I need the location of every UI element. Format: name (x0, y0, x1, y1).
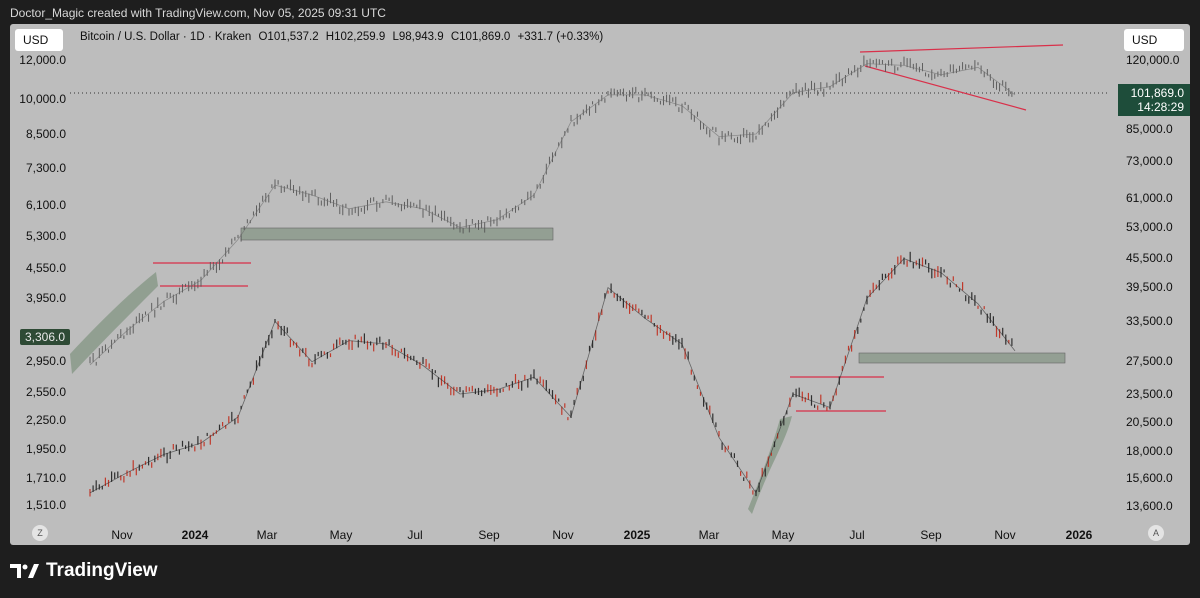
last-price: 101,869.0 (1130, 86, 1184, 100)
right-axis-tick-label: 45,500.0 (1126, 251, 1173, 265)
time-axis-label: Nov (111, 528, 133, 542)
low-value: L98,943.9 (392, 31, 444, 43)
price-chart[interactable] (10, 24, 1190, 545)
left-axis-tick-label: 12,000.0 (19, 53, 66, 67)
time-axis-label: Jul (407, 528, 423, 542)
right-axis-tick-label: 27,500.0 (1126, 354, 1173, 368)
right-axis-tick-label: 120,000.0 (1126, 53, 1180, 67)
right-axis-tick-label: 15,600.0 (1126, 471, 1173, 485)
time-axis-label: May (329, 528, 353, 542)
high-value: H102,259.9 (325, 31, 386, 43)
open-value: O101,537.2 (258, 31, 319, 43)
series-line-overlay (89, 63, 1016, 366)
right-axis-tick-label: 20,500.0 (1126, 415, 1173, 429)
left-axis-tick-label: 5,300.0 (25, 229, 66, 243)
bar-countdown: 14:28:29 (1137, 100, 1184, 114)
left-axis-tick-label: 6,100.0 (25, 198, 66, 212)
left-axis-tick-label: 8,500.0 (25, 127, 66, 141)
time-axis-label: Mar (698, 528, 720, 542)
time-axis-label: Sep (478, 528, 500, 542)
left-axis-tick-label: 1,510.0 (25, 498, 66, 512)
right-axis-tick-label: 73,000.0 (1126, 154, 1173, 168)
zoom-reset-button[interactable]: Z (32, 525, 48, 541)
chart-panel[interactable]: USD USD Bitcoin / U.S. Dollar · 1D · Kra… (10, 24, 1190, 545)
right-axis-tick-label: 85,000.0 (1126, 122, 1173, 136)
right-axis-tick-label: 33,500.0 (1126, 314, 1173, 328)
support-zone-lower (858, 352, 1066, 364)
currency-selector-right[interactable]: USD (1124, 29, 1184, 51)
time-axis-label: Mar (256, 528, 278, 542)
left-axis-tick-label: 7,300.0 (25, 161, 66, 175)
left-axis-tick-label: 3,950.0 (25, 291, 66, 305)
right-axis-tick-label: 61,000.0 (1126, 191, 1173, 205)
wedge-upper-trendline (859, 44, 1064, 53)
symbol-name[interactable]: Bitcoin / U.S. Dollar · 1D · Kraken (80, 31, 252, 43)
left-axis-tick-label: 2,550.0 (25, 385, 66, 399)
currency-selector-left[interactable]: USD (15, 29, 63, 51)
left-axis-tick-label: 1,710.0 (25, 471, 66, 485)
change-value: +331.7 (+0.33%) (517, 31, 604, 43)
right-axis-tick-label: 23,500.0 (1126, 387, 1173, 401)
right-axis-tick-label: 18,000.0 (1126, 444, 1173, 458)
series-line-usd (89, 258, 1016, 494)
left-axis-tick-label: 1,950.0 (25, 442, 66, 456)
last-price-tag: 101,869.0 14:28:29 (1118, 84, 1190, 116)
impulse-highlight-right (748, 416, 792, 514)
time-axis-label: 2024 (181, 528, 209, 542)
tradingview-logo: TradingView (10, 560, 158, 582)
wedge-lower-trendline (864, 65, 1027, 111)
impulse-highlight-left (70, 272, 158, 374)
left-axis-price-tag: 3,306.0 (20, 329, 71, 345)
auto-scale-button[interactable]: A (1148, 525, 1164, 541)
left-axis-tick-label: 2,950.0 (25, 354, 66, 368)
right-axis-tick-label: 53,000.0 (1126, 220, 1173, 234)
left-axis-tick-label: 10,000.0 (19, 92, 66, 106)
chart-caption: Doctor_Magic created with TradingView.co… (10, 6, 386, 20)
time-axis-label: 2025 (623, 528, 651, 542)
time-axis-label: Jul (849, 528, 865, 542)
support-zone-upper (240, 227, 554, 241)
time-axis-label: Nov (994, 528, 1016, 542)
time-axis-label: Nov (552, 528, 574, 542)
time-axis-label: Sep (920, 528, 942, 542)
tradingview-logo-icon (10, 564, 39, 578)
left-axis-tick-label: 4,550.0 (25, 261, 66, 275)
ohlc-legend: Bitcoin / U.S. Dollar · 1D · Kraken O101… (80, 31, 607, 43)
right-axis-tick-label: 13,600.0 (1126, 499, 1173, 513)
time-axis-label: 2026 (1065, 528, 1093, 542)
brand-name: TradingView (46, 560, 158, 581)
time-axis-label: May (771, 528, 795, 542)
close-value: C101,869.0 (450, 31, 511, 43)
right-axis-tick-label: 39,500.0 (1126, 280, 1173, 294)
left-axis-tick-label: 2,250.0 (25, 413, 66, 427)
